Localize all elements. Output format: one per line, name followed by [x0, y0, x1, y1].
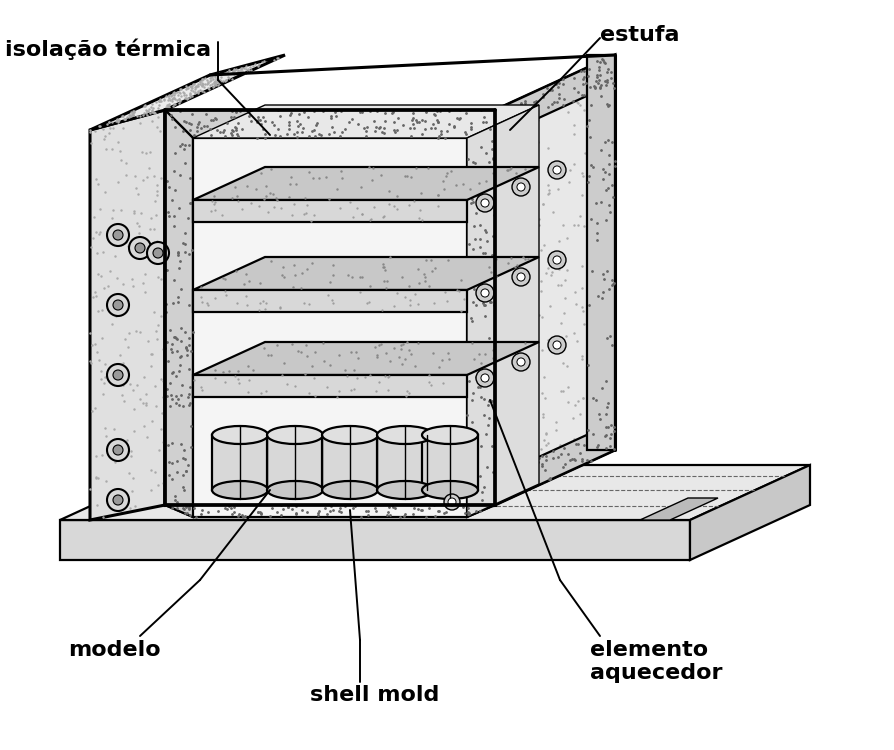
Circle shape	[113, 300, 122, 310]
Polygon shape	[212, 435, 267, 490]
Circle shape	[107, 224, 129, 246]
Polygon shape	[193, 290, 467, 312]
Polygon shape	[193, 167, 538, 200]
Polygon shape	[193, 105, 538, 138]
Polygon shape	[90, 110, 164, 520]
Circle shape	[153, 248, 163, 258]
Polygon shape	[376, 435, 433, 490]
Circle shape	[147, 242, 169, 264]
Polygon shape	[193, 342, 538, 375]
Ellipse shape	[266, 481, 323, 499]
Circle shape	[443, 494, 460, 510]
Polygon shape	[60, 465, 809, 520]
Polygon shape	[639, 498, 717, 520]
Polygon shape	[164, 110, 494, 138]
Circle shape	[113, 370, 122, 380]
Circle shape	[511, 178, 529, 196]
Polygon shape	[60, 520, 689, 560]
Ellipse shape	[322, 426, 377, 444]
Polygon shape	[193, 257, 538, 290]
Polygon shape	[322, 435, 377, 490]
Text: shell mold: shell mold	[309, 685, 439, 705]
Circle shape	[107, 294, 129, 316]
Circle shape	[480, 289, 488, 297]
Circle shape	[511, 268, 529, 286]
Circle shape	[107, 439, 129, 461]
Ellipse shape	[322, 481, 377, 499]
Polygon shape	[494, 422, 614, 505]
Text: elemento
aquecedor: elemento aquecedor	[589, 640, 721, 683]
Polygon shape	[266, 435, 323, 490]
Polygon shape	[467, 110, 494, 517]
Text: isolação térmica: isolação térmica	[5, 38, 211, 59]
Circle shape	[480, 374, 488, 382]
Ellipse shape	[376, 481, 433, 499]
Circle shape	[552, 166, 561, 174]
Polygon shape	[494, 55, 614, 505]
Circle shape	[547, 336, 565, 354]
Circle shape	[517, 358, 525, 366]
Circle shape	[547, 251, 565, 269]
Ellipse shape	[212, 481, 267, 499]
Circle shape	[135, 243, 145, 253]
Ellipse shape	[376, 426, 433, 444]
Circle shape	[517, 183, 525, 191]
Ellipse shape	[212, 426, 267, 444]
Circle shape	[476, 369, 493, 387]
Circle shape	[517, 273, 525, 281]
Polygon shape	[193, 375, 467, 397]
Circle shape	[113, 230, 122, 240]
Polygon shape	[467, 105, 538, 517]
Polygon shape	[193, 138, 467, 517]
Polygon shape	[90, 55, 284, 130]
Polygon shape	[689, 465, 809, 560]
Ellipse shape	[422, 481, 477, 499]
Ellipse shape	[422, 426, 477, 444]
Circle shape	[448, 498, 455, 506]
Circle shape	[113, 495, 122, 505]
Polygon shape	[164, 110, 494, 505]
Circle shape	[113, 445, 122, 455]
Polygon shape	[586, 55, 614, 450]
Circle shape	[476, 194, 493, 212]
Circle shape	[511, 353, 529, 371]
Polygon shape	[193, 200, 467, 222]
Polygon shape	[422, 435, 477, 490]
Text: modelo: modelo	[68, 640, 160, 660]
Circle shape	[107, 364, 129, 386]
Circle shape	[476, 284, 493, 302]
Circle shape	[552, 341, 561, 349]
Polygon shape	[164, 505, 494, 517]
Polygon shape	[164, 110, 193, 517]
Circle shape	[480, 199, 488, 207]
Ellipse shape	[266, 426, 323, 444]
Circle shape	[552, 256, 561, 264]
Circle shape	[107, 489, 129, 511]
Text: estufa: estufa	[599, 25, 679, 45]
Circle shape	[547, 161, 565, 179]
Polygon shape	[494, 55, 614, 138]
Circle shape	[129, 237, 151, 259]
